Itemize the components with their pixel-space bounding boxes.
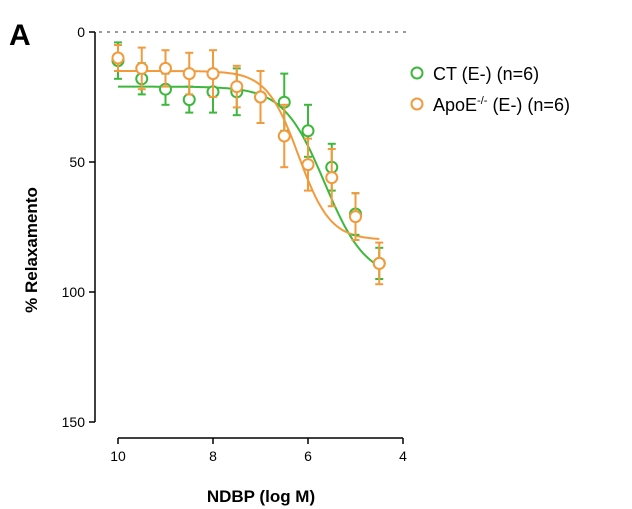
data-point-apoe	[182, 67, 196, 81]
x-tick-label: 8	[209, 448, 217, 464]
legend-apoe-superscript: -/-	[477, 95, 488, 107]
axes: 0 50 100 150 10 8 6 4	[62, 24, 407, 464]
y-axis-title: % Relaxamento	[22, 187, 41, 313]
y-ticks: 0 50 100 150	[62, 24, 95, 430]
data-point-apoe	[159, 61, 172, 75]
x-tick-label: 6	[304, 448, 312, 464]
legend-marker-apoe	[410, 97, 424, 111]
y-tick-label: 100	[62, 284, 86, 300]
data-point-apoe	[135, 61, 149, 75]
data-point-apoe	[301, 158, 315, 172]
data-point-apoe	[325, 171, 339, 185]
fit-curves	[118, 70, 380, 268]
data-point-apoe	[372, 256, 386, 270]
legend-marker-ct	[410, 66, 424, 80]
data-point-ct	[301, 124, 315, 138]
x-axis-title: NDBP (log M)	[207, 487, 315, 506]
panel-letter: A	[9, 19, 31, 52]
data-point-apoe	[349, 210, 362, 224]
x-tick-label: 10	[110, 448, 126, 464]
x-tick-label: 4	[399, 448, 407, 464]
data-point-apoe	[277, 129, 291, 143]
data-point-apoe	[111, 51, 125, 65]
data-point-apoe	[254, 90, 267, 104]
data-point-apoe	[206, 67, 220, 81]
y-tick-label: 150	[62, 414, 86, 430]
data-point-ct	[182, 93, 196, 107]
data-point-apoe	[230, 80, 244, 94]
legend-apoe-suffix: (E-) (n=6)	[487, 95, 570, 115]
legend-label-ct: CT (E-) (n=6)	[433, 64, 539, 84]
x-ticks: 10 8 6 4	[110, 438, 407, 464]
legend-apoe-prefix: ApoE	[433, 95, 477, 115]
y-tick-label: 50	[69, 154, 85, 170]
data-points	[111, 41, 386, 286]
legend-label-apoe: ApoE-/- (E-) (n=6)	[433, 95, 570, 115]
fit-curve-ct	[118, 85, 380, 268]
legend: CT (E-) (n=6) ApoE-/- (E-) (n=6)	[410, 64, 570, 115]
y-tick-label: 0	[77, 24, 85, 40]
fit-curve-apoe	[118, 70, 380, 240]
